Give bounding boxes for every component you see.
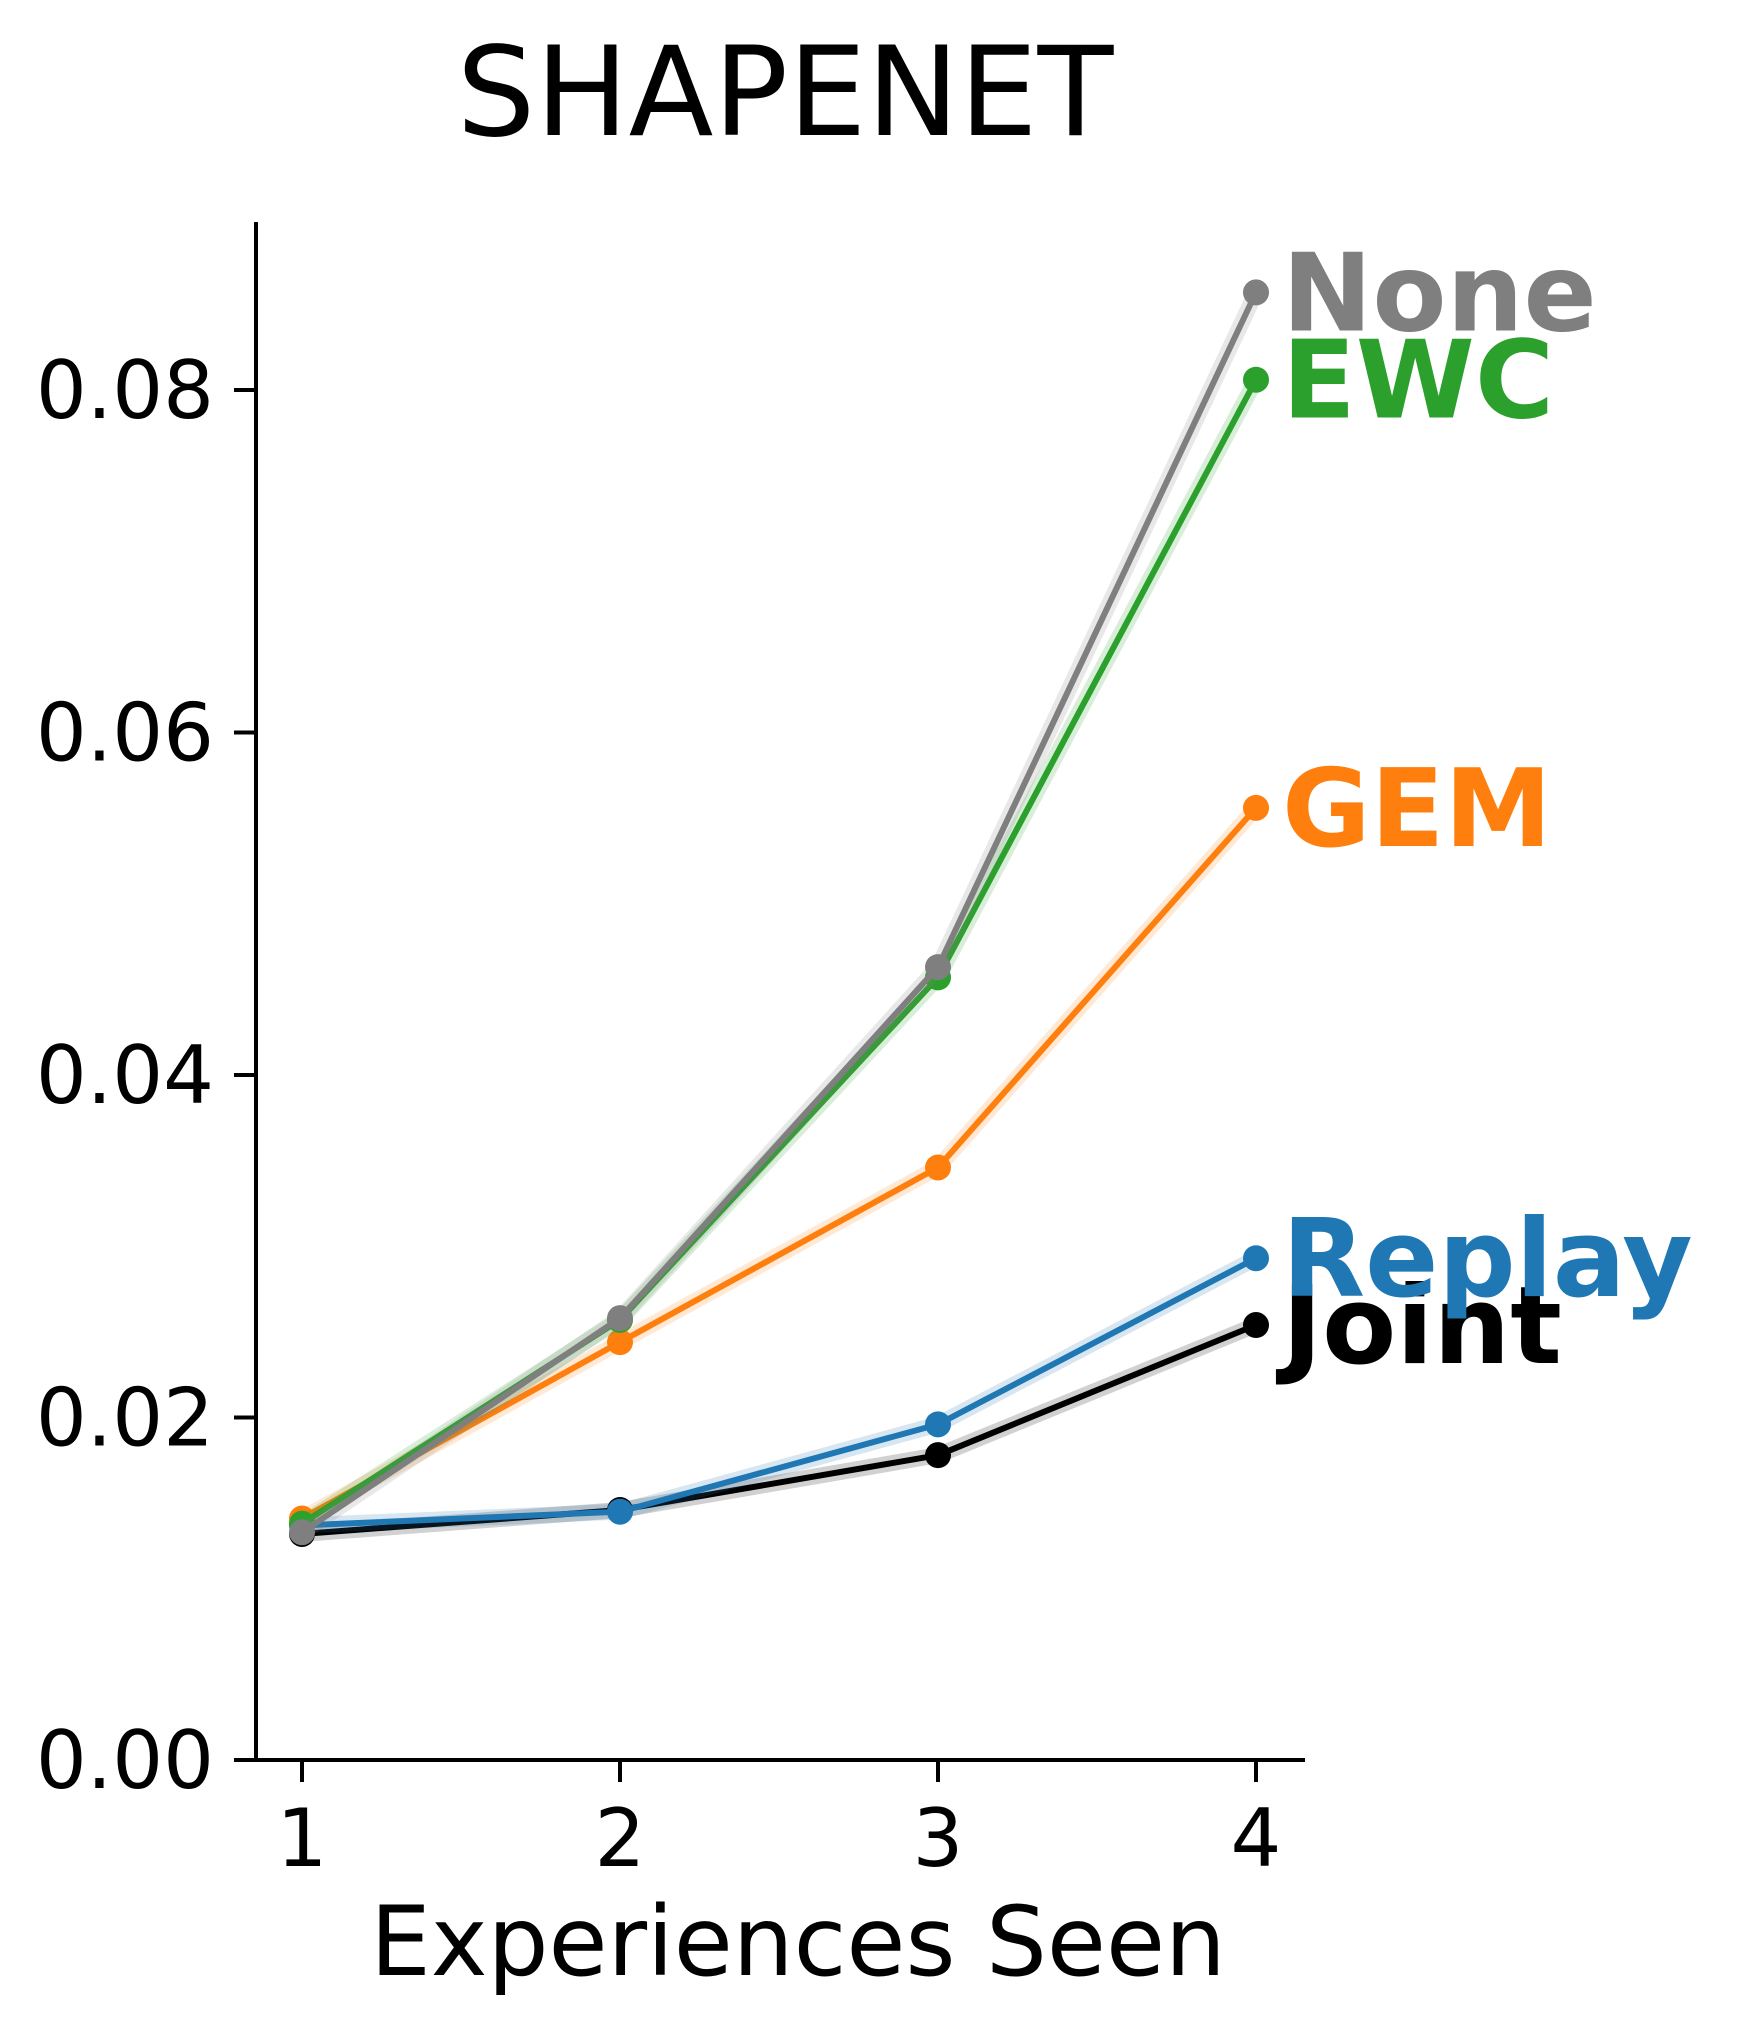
x-tick-label: 1 [277, 1792, 328, 1885]
data-point [1243, 794, 1269, 821]
y-tick-label: 0.06 [36, 687, 214, 780]
series-band [297, 375, 1264, 1531]
series-band [298, 802, 1262, 1526]
series-label-joint: Joint [1275, 1264, 1562, 1389]
x-axis-label: Experiences Seen [370, 1886, 1226, 1998]
y-ticks: 0.00 0.02 0.04 0.06 0.08 [36, 344, 256, 1807]
x-ticks: 1 2 3 4 [277, 1760, 1282, 1885]
data-point [1243, 1245, 1269, 1272]
series-label-gem: GEM [1282, 747, 1552, 872]
series-line [300, 805, 1259, 1522]
data-point [925, 1442, 951, 1469]
data-point [925, 1154, 951, 1181]
series-label-none: None [1282, 231, 1597, 356]
y-tick-label: 0.00 [36, 1714, 214, 1807]
series-gem [289, 794, 1269, 1532]
series-lines [289, 279, 1269, 1547]
axes [254, 222, 1305, 1762]
data-point [1243, 279, 1269, 306]
y-tick-label: 0.02 [36, 1372, 214, 1465]
series-replay [289, 1245, 1269, 1539]
data-point [925, 954, 951, 981]
y-tick-label: 0.04 [36, 1029, 214, 1122]
x-tick-label: 3 [913, 1792, 964, 1885]
x-tick-label: 2 [595, 1792, 646, 1885]
series-band [297, 288, 1264, 1539]
data-point [607, 1329, 633, 1356]
data-point [1243, 366, 1269, 393]
series-line [301, 1322, 1258, 1537]
y-tick-label: 0.08 [36, 344, 214, 437]
data-point [607, 1498, 633, 1525]
data-point [1243, 1312, 1269, 1339]
series-line [300, 291, 1259, 1535]
data-point [925, 1411, 951, 1438]
series-line [300, 378, 1259, 1527]
chart-title: SHAPENET [457, 21, 1115, 165]
series-label-ewc: EWC [1282, 319, 1554, 444]
series-label-replay: Replay [1282, 1197, 1693, 1322]
series-none [289, 279, 1269, 1546]
data-point [607, 1305, 633, 1332]
x-tick-label: 4 [1231, 1792, 1282, 1885]
series-line [301, 1255, 1258, 1529]
data-point [289, 1519, 315, 1546]
